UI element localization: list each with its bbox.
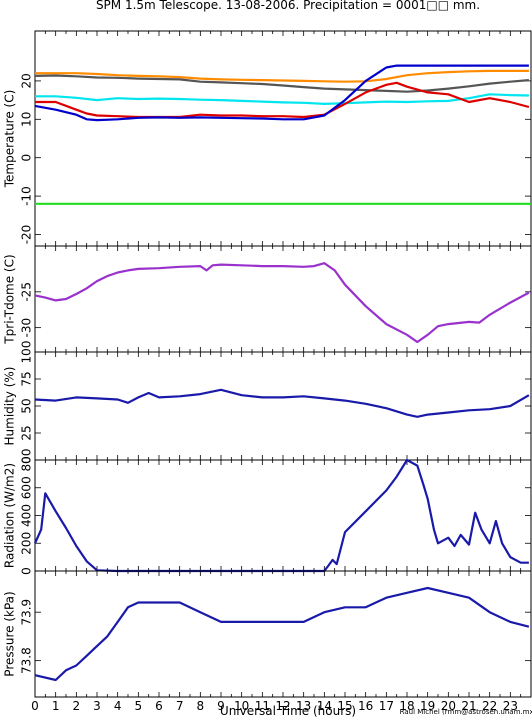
series-line-4-0 <box>34 586 530 682</box>
y-axis-label: Radiation (W/m2) <box>3 463 17 568</box>
y-tick-label: 73.9 <box>20 599 34 626</box>
y-tick-label: 0 <box>20 456 34 464</box>
y-axis-label: Pressure (kPa) <box>3 591 17 676</box>
series-line-0-4 <box>34 64 529 122</box>
x-tick-label: 20 <box>441 699 456 713</box>
y-tick-label: -20 <box>20 225 34 245</box>
y-axis-label: Temperature (C) <box>3 90 17 189</box>
y-axis-label: Humidity (%) <box>3 367 17 446</box>
y-axis-label: Tpri-Tdome (C) <box>3 254 17 344</box>
x-tick-label: 16 <box>358 699 373 713</box>
x-tick-label: 23 <box>503 699 518 713</box>
y-tick-label: -10 <box>20 186 34 206</box>
y-tick-label: 0 <box>20 567 34 575</box>
author-credit: Raul Michel (rmm@astrosen.unam.mx) <box>400 708 532 716</box>
x-tick-label: 21 <box>461 699 476 713</box>
x-tick-label: 6 <box>155 699 163 713</box>
series-line-3-0 <box>33 458 529 573</box>
series-line-0-0 <box>35 69 529 83</box>
x-tick-label: 22 <box>482 699 497 713</box>
y-tick-label: -30 <box>20 318 34 338</box>
panel-frame <box>34 351 532 461</box>
x-tick-label: 13 <box>296 699 311 713</box>
x-tick-label: 1 <box>52 699 60 713</box>
x-tick-label: 18 <box>399 699 414 713</box>
x-tick-label: 17 <box>379 699 394 713</box>
y-tick-label: 73.8 <box>20 647 34 674</box>
y-tick-label: 75 <box>20 371 34 386</box>
y-tick-label: 600 <box>20 476 34 499</box>
x-tick-label: 11 <box>255 699 270 713</box>
x-tick-label: 5 <box>135 699 143 713</box>
x-tick-label: 10 <box>234 699 249 713</box>
series-line-0-3 <box>35 81 530 119</box>
series-line-2-0 <box>34 388 530 418</box>
x-tick-label: 12 <box>275 699 290 713</box>
y-tick-label: 25 <box>20 425 34 440</box>
x-tick-label: 2 <box>73 699 81 713</box>
x-tick-label: 0 <box>31 699 39 713</box>
series-line-0-1 <box>34 74 529 93</box>
y-tick-label: 800 <box>20 449 34 472</box>
y-tick-label: 10 <box>20 112 34 127</box>
y-tick-label: 400 <box>20 504 34 527</box>
panel-frame <box>34 30 532 247</box>
panel-2: 100 75 50 25 0 Humidity (%) <box>3 341 532 464</box>
y-tick-label: 20 <box>20 73 34 88</box>
x-tick-label: 14 <box>317 699 332 713</box>
y-tick-label: 0 <box>20 154 34 162</box>
y-tick-label: 200 <box>20 532 34 555</box>
x-tick-label: 4 <box>114 699 122 713</box>
series-line-1-0 <box>34 262 530 344</box>
x-tick-label: 15 <box>337 699 352 713</box>
y-tick-label: -25 <box>20 282 34 302</box>
panel-frame <box>34 245 532 353</box>
y-tick-label: 50 <box>20 398 34 413</box>
panel-0: 20 10 0 -10 -20 Temperature (C) <box>3 30 532 247</box>
x-tick-label: 19 <box>420 699 435 713</box>
x-tick-label: 7 <box>176 699 184 713</box>
y-tick-label: 100 <box>20 341 34 364</box>
x-tick-label: 8 <box>197 699 205 713</box>
x-tick-label: 9 <box>217 699 225 713</box>
panel-frame <box>34 459 532 572</box>
chart-title: SPM 1.5m Telescope. 13-08-2006. Precipit… <box>96 0 480 12</box>
series-line-0-2 <box>35 93 529 105</box>
x-axis-label: Universal Time (hours) <box>220 704 356 718</box>
x-tick-label: 3 <box>93 699 101 713</box>
